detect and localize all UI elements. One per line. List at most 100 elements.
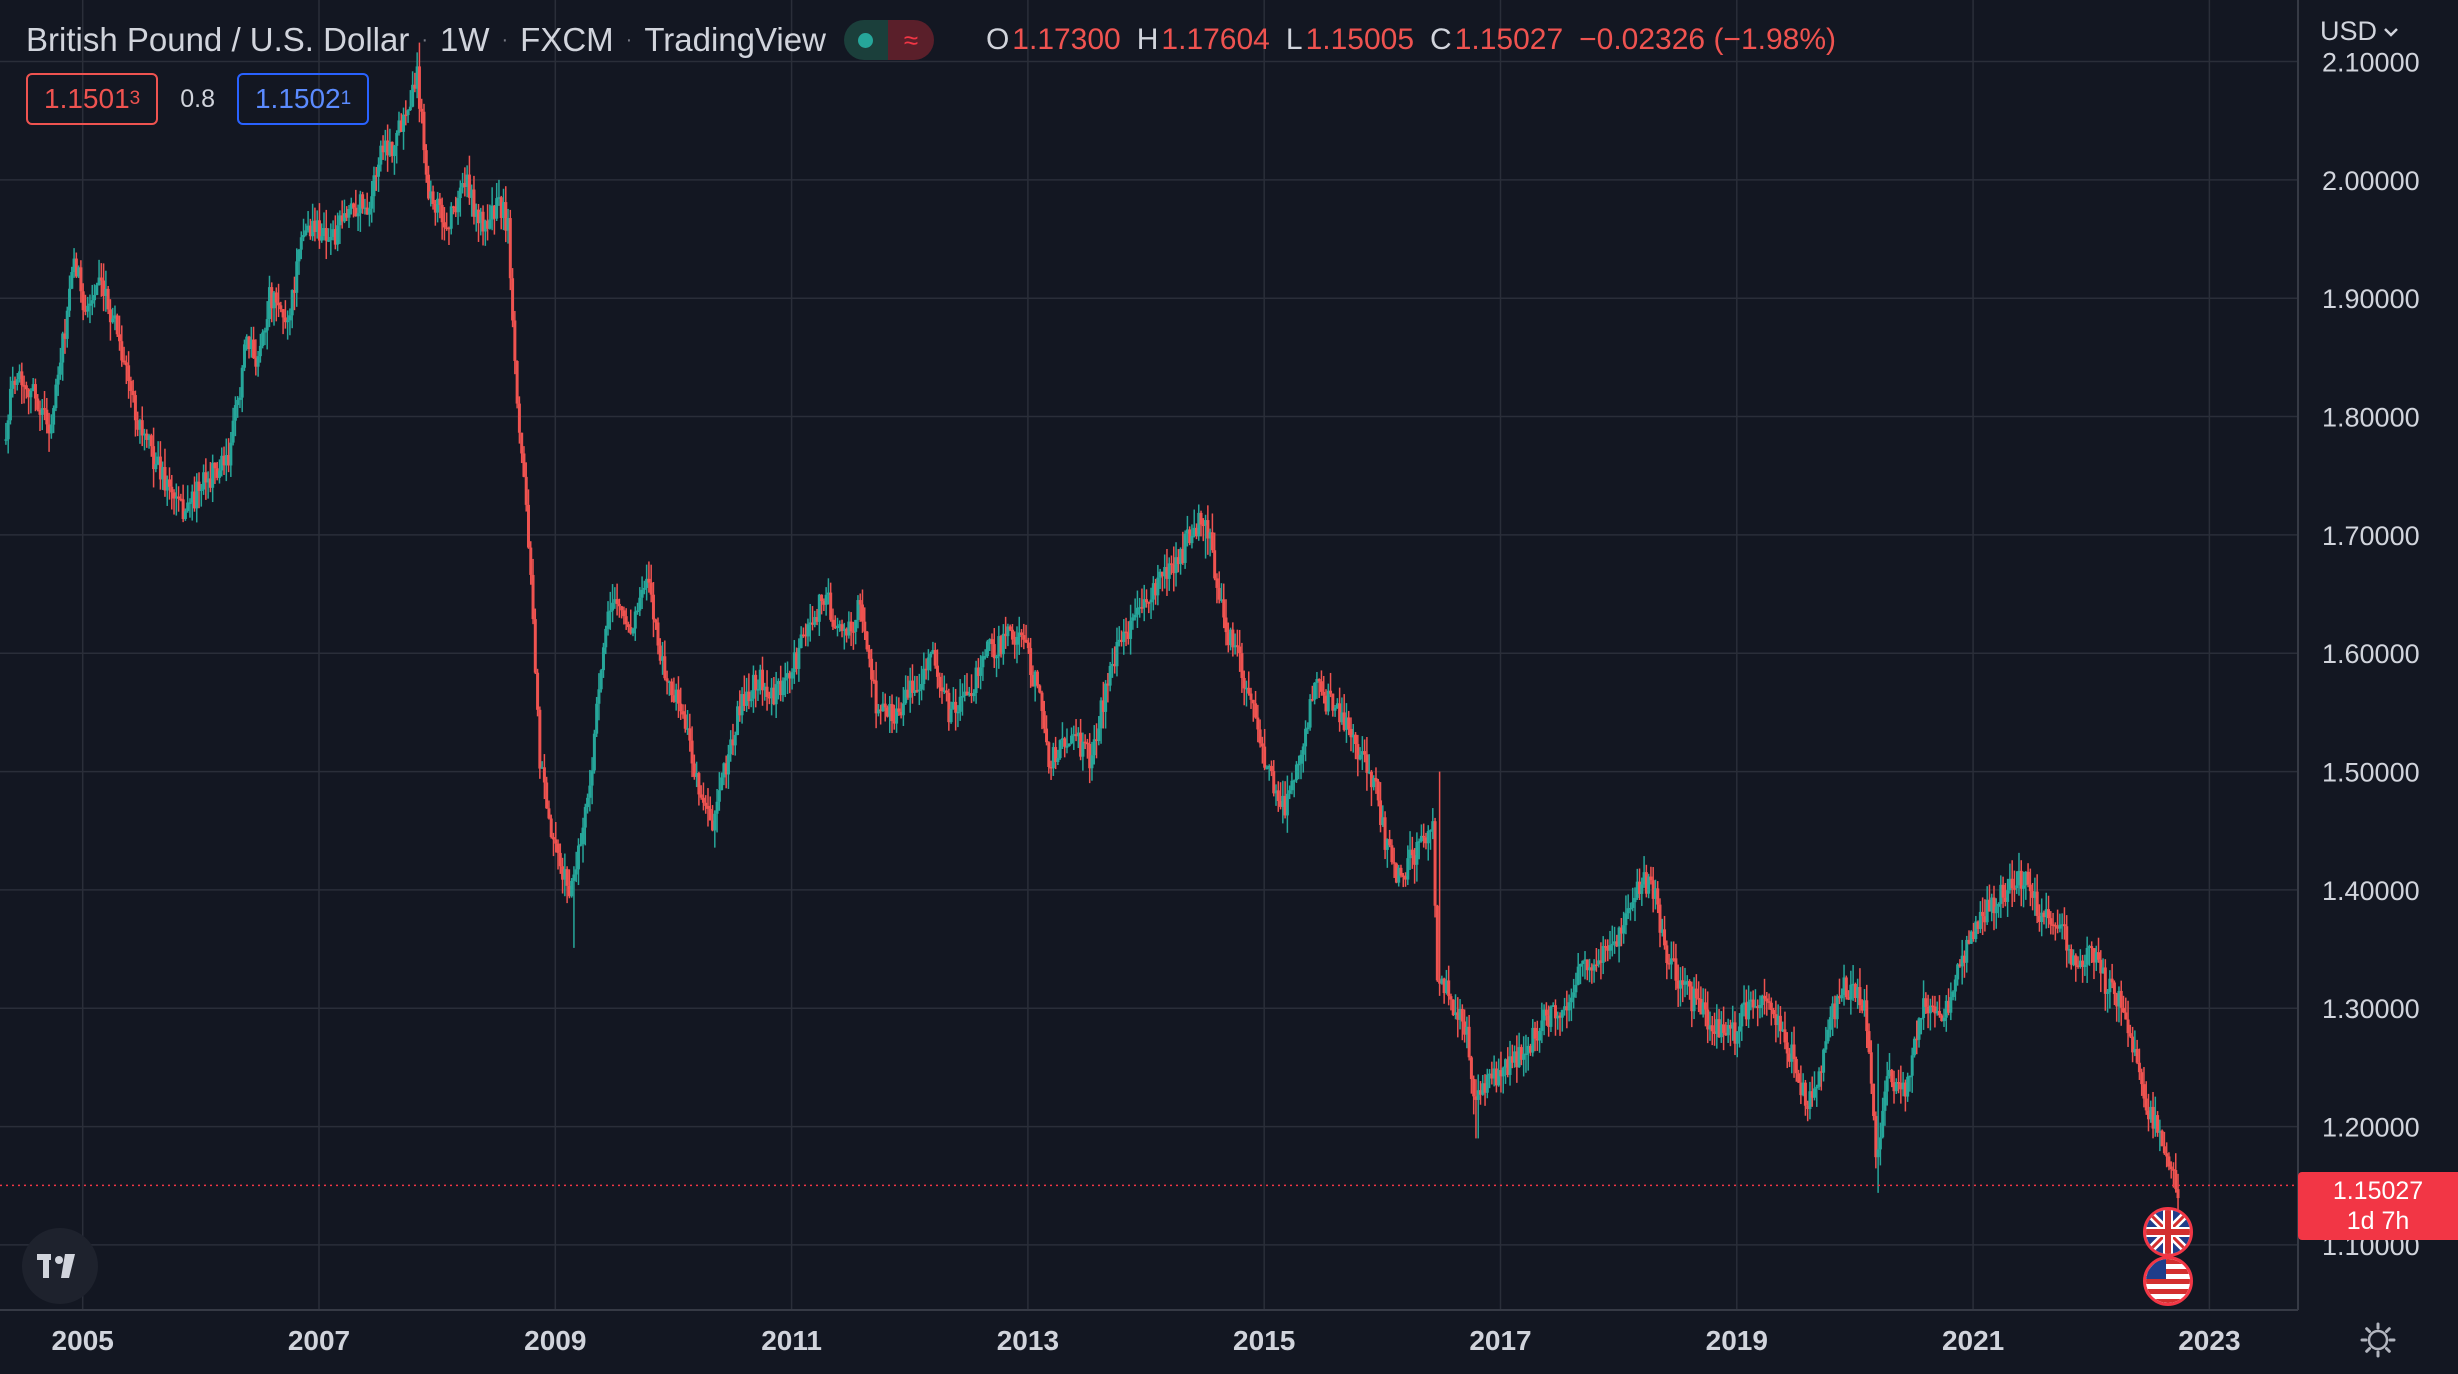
candle-body: [261, 332, 265, 346]
candle-body: [486, 220, 490, 229]
candle-body: [2060, 924, 2064, 926]
candle-body: [1753, 1006, 1757, 1008]
candle-body: [372, 175, 376, 197]
candle-body: [1524, 1053, 1528, 1056]
candle-body: [492, 205, 496, 219]
candle-body: [340, 215, 344, 222]
candle-body: [1404, 876, 1408, 880]
candle-body: [236, 399, 240, 406]
candle-body: [1326, 690, 1330, 712]
candle-body: [252, 339, 256, 359]
candle-body: [88, 303, 92, 306]
candle-body: [40, 408, 44, 415]
candle-body: [672, 695, 676, 702]
price-tick-label: 2.10000: [2322, 48, 2420, 78]
candle-body: [18, 371, 22, 380]
candle-body: [835, 625, 839, 629]
candle-body: [590, 770, 594, 786]
candle-body: [951, 701, 955, 709]
candle-body: [1394, 863, 1398, 883]
candle-body: [974, 667, 978, 694]
candle-body: [561, 866, 565, 880]
candle-body: [1926, 1006, 1930, 1014]
candle-body: [174, 496, 178, 499]
market-status-toggle[interactable]: ≈: [843, 20, 934, 60]
candle-body: [831, 619, 835, 627]
candle-body: [263, 330, 267, 333]
candle-body: [399, 120, 403, 132]
candle-body: [726, 754, 730, 775]
candle-body: [1429, 830, 1433, 832]
market-open-dot-icon: [843, 20, 888, 60]
candle-body: [1742, 1002, 1746, 1005]
candle-body: [247, 336, 251, 350]
candle-body: [1919, 1017, 1923, 1020]
candle-body: [365, 207, 369, 215]
candle-body: [1008, 626, 1012, 630]
candle-body: [1426, 831, 1430, 844]
candle-body: [258, 345, 262, 357]
interval-label[interactable]: 1W: [440, 21, 490, 58]
tradingview-logo-icon[interactable]: [22, 1228, 98, 1304]
candle-body: [1133, 614, 1137, 618]
price-scale[interactable]: 2.10000 2.00000 1.90000 1.80000 1.70000 1.600…: [2322, 48, 2420, 1261]
symbol-title[interactable]: British Pound / U.S. Dollar: [26, 21, 410, 58]
candle-body: [1397, 867, 1401, 883]
candle-body: [195, 481, 199, 509]
candle-body: [1333, 708, 1337, 711]
candle-body: [1331, 693, 1335, 711]
candle-body: [1251, 699, 1255, 704]
candle-body: [1678, 980, 1682, 989]
candle-body: [254, 358, 258, 367]
uk-flag-icon[interactable]: [2143, 1207, 2193, 1257]
candle-body: [1776, 1015, 1780, 1026]
candle-body: [1363, 751, 1367, 755]
candle-body: [1617, 927, 1621, 947]
candle-body: [131, 390, 135, 396]
time-scale[interactable]: 2005 2007 2009 2011 2013 2015 2017 2019 2021 2023: [52, 1325, 2241, 1356]
chart-legend: British Pound / U.S. Dollar · 1W · FXCM …: [26, 18, 1836, 62]
candle-body: [1447, 980, 1451, 997]
candle-body: [1181, 548, 1185, 563]
candle-body: [806, 624, 810, 637]
candle-body: [1142, 599, 1146, 608]
candle-body: [1081, 741, 1085, 757]
candle-body: [1265, 767, 1269, 769]
candle-body: [701, 797, 705, 803]
candle-body: [1244, 687, 1248, 690]
candle-body: [1503, 1059, 1507, 1068]
candle-body: [1833, 1003, 1837, 1020]
candle-body: [774, 684, 778, 705]
candle-body: [270, 287, 274, 309]
candle-body: [1819, 1071, 1823, 1073]
sell-price-pip: 3: [129, 88, 141, 109]
gear-icon[interactable]: [2358, 1320, 2398, 1360]
candle-body: [1304, 728, 1308, 747]
candle-body: [1201, 524, 1205, 527]
candle-body: [1444, 980, 1448, 994]
candle-body: [1956, 964, 1960, 980]
us-flag-icon[interactable]: [2143, 1256, 2193, 1306]
candle-body: [1138, 607, 1142, 609]
candle-body: [1942, 1017, 1946, 1022]
candle-body: [1033, 671, 1037, 687]
candle-body: [945, 690, 949, 693]
sell-button[interactable]: 1.1501 3: [26, 73, 159, 125]
candle-body: [1715, 1019, 1719, 1034]
candle-body: [874, 680, 878, 714]
candle-body: [1256, 717, 1260, 730]
candle-body: [1642, 872, 1646, 885]
candle-body: [649, 582, 653, 595]
candle-body: [1501, 1067, 1505, 1077]
candle-body: [1497, 1070, 1501, 1086]
candle-body: [790, 672, 794, 679]
candle-body: [1628, 907, 1632, 910]
currency-selector[interactable]: USD: [2320, 16, 2399, 47]
candle-body: [545, 782, 549, 809]
candle-body: [724, 763, 728, 775]
candle-body: [1860, 1005, 1864, 1011]
candle-body: [324, 228, 328, 241]
buy-button[interactable]: 1.1502 1: [236, 73, 370, 125]
candle-body: [595, 703, 599, 734]
